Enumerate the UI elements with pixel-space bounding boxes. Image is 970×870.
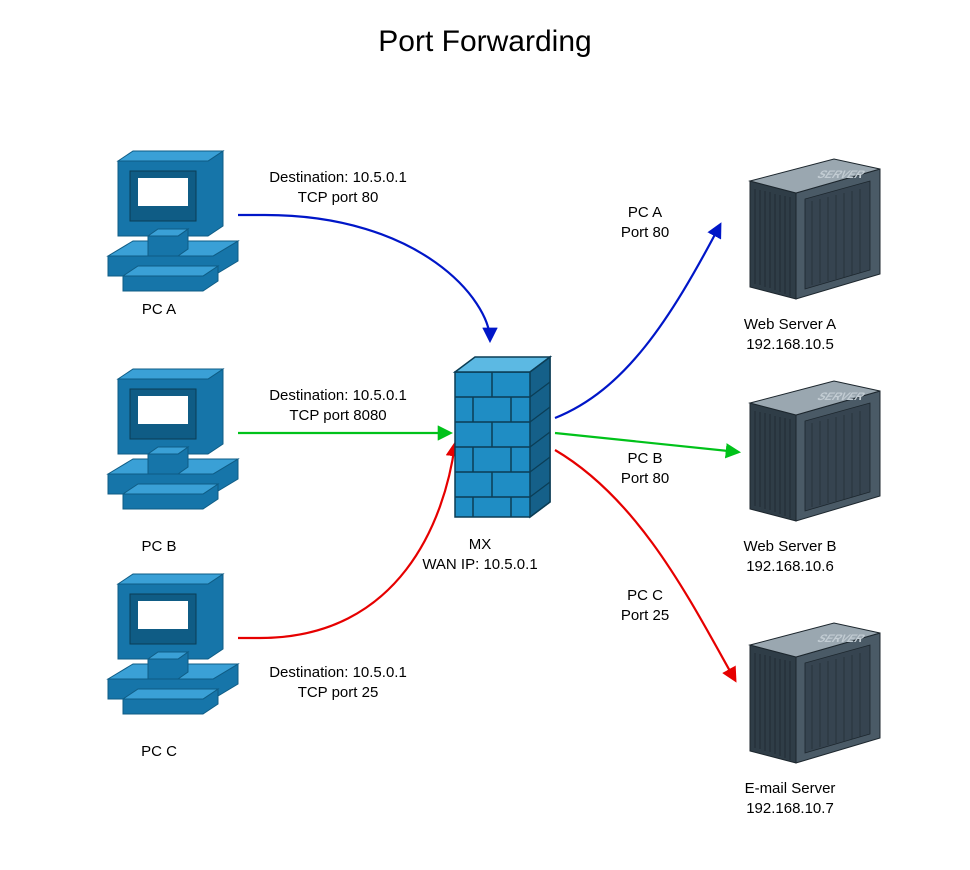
conn-b-out-label: PC B Port 80 bbox=[555, 449, 735, 490]
conn-c-in-label: Destination: 10.5.0.1 TCP port 25 bbox=[248, 663, 428, 704]
server-a-ip: 192.168.10.5 bbox=[746, 336, 834, 353]
conn-b-in-line1: Destination: 10.5.0.1 bbox=[269, 387, 407, 404]
connection-a-out bbox=[555, 225, 720, 418]
conn-a-out-line1: PC A bbox=[628, 204, 662, 221]
server-a-name: Web Server A bbox=[744, 316, 836, 333]
server-b-icon bbox=[750, 381, 880, 521]
server-a-icon bbox=[750, 159, 880, 299]
server-c-label: E-mail Server 192.168.10.7 bbox=[700, 779, 880, 820]
mx-label: MX WAN IP: 10.5.0.1 bbox=[390, 535, 570, 576]
conn-b-in-line2: TCP port 8080 bbox=[289, 407, 386, 424]
conn-a-out-line2: Port 80 bbox=[621, 224, 669, 241]
server-c-ip: 192.168.10.7 bbox=[746, 800, 834, 817]
conn-b-out-line2: Port 80 bbox=[621, 470, 669, 487]
pc-b-label: PC B bbox=[69, 537, 249, 557]
firewall-icon bbox=[455, 357, 550, 517]
pc-a-icon bbox=[108, 151, 238, 291]
conn-c-out-line2: Port 25 bbox=[621, 607, 669, 624]
pc-a-label: PC A bbox=[69, 300, 249, 320]
diagram-canvas: SERVER bbox=[0, 0, 970, 870]
conn-c-out-label: PC C Port 25 bbox=[555, 586, 735, 627]
conn-a-in-line1: Destination: 10.5.0.1 bbox=[269, 169, 407, 186]
pc-c-label: PC C bbox=[69, 742, 249, 762]
server-b-ip: 192.168.10.6 bbox=[746, 558, 834, 575]
conn-a-in-label: Destination: 10.5.0.1 TCP port 80 bbox=[248, 168, 428, 209]
server-c-icon bbox=[750, 623, 880, 763]
conn-c-in-line2: TCP port 25 bbox=[298, 684, 379, 701]
mx-label-line1: MX bbox=[469, 536, 492, 553]
connection-a-in bbox=[238, 215, 490, 340]
mx-label-line2: WAN IP: 10.5.0.1 bbox=[422, 556, 537, 573]
pc-c-icon bbox=[108, 574, 238, 714]
server-b-name: Web Server B bbox=[743, 538, 836, 555]
conn-c-out-line1: PC C bbox=[627, 587, 663, 604]
server-c-name: E-mail Server bbox=[745, 780, 836, 797]
conn-c-in-line1: Destination: 10.5.0.1 bbox=[269, 664, 407, 681]
server-b-label: Web Server B 192.168.10.6 bbox=[700, 537, 880, 578]
conn-a-in-line2: TCP port 80 bbox=[298, 189, 379, 206]
pc-b-icon bbox=[108, 369, 238, 509]
server-a-label: Web Server A 192.168.10.5 bbox=[700, 315, 880, 356]
conn-b-out-line1: PC B bbox=[627, 450, 662, 467]
conn-a-out-label: PC A Port 80 bbox=[555, 203, 735, 244]
conn-b-in-label: Destination: 10.5.0.1 TCP port 8080 bbox=[248, 386, 428, 427]
